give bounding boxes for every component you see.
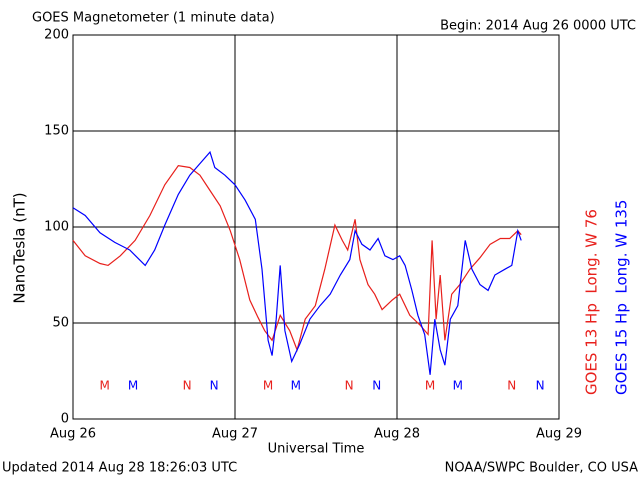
footer-left: Updated 2014 Aug 28 18:26:03 UTC [2, 461, 237, 476]
y-tick-label: 100 [44, 220, 69, 235]
time-marker: M [100, 379, 110, 393]
time-marker: N [345, 379, 354, 393]
time-marker: M [291, 379, 301, 393]
time-marker: N [507, 379, 516, 393]
time-marker: N [210, 379, 219, 393]
y-tick-label: 200 [44, 28, 69, 43]
chart-title: GOES Magnetometer (1 minute data) [32, 11, 275, 26]
footer-right: NOAA/SWPC Boulder, CO USA [445, 461, 638, 476]
time-marker: N [536, 379, 545, 393]
y-axis-label: NanoTesla (nT) [11, 192, 29, 303]
y-tick-label: 150 [44, 124, 69, 139]
time-marker: N [183, 379, 192, 393]
chart-subtitle: Begin: 2014 Aug 26 0000 UTC [440, 19, 636, 34]
x-tick-label: Aug 26 [50, 427, 96, 442]
x-axis-label: Universal Time [268, 442, 365, 457]
y-tick-label: 0 [61, 412, 69, 427]
x-tick-label: Aug 27 [212, 427, 258, 442]
time-marker: M [425, 379, 435, 393]
series-line [72, 150, 522, 375]
time-marker: N [372, 379, 381, 393]
x-tick-label: Aug 29 [536, 427, 582, 442]
series-line [72, 164, 522, 352]
time-marker: M [453, 379, 463, 393]
x-tick-label: Aug 28 [374, 427, 420, 442]
time-marker: M [263, 379, 273, 393]
legend-entry: GOES 15 Hp Long. W 135 [613, 200, 631, 395]
y-tick-label: 50 [52, 316, 69, 331]
legend-entry: GOES 13 Hp Long. W 76 [583, 209, 601, 395]
time-marker: M [128, 379, 138, 393]
